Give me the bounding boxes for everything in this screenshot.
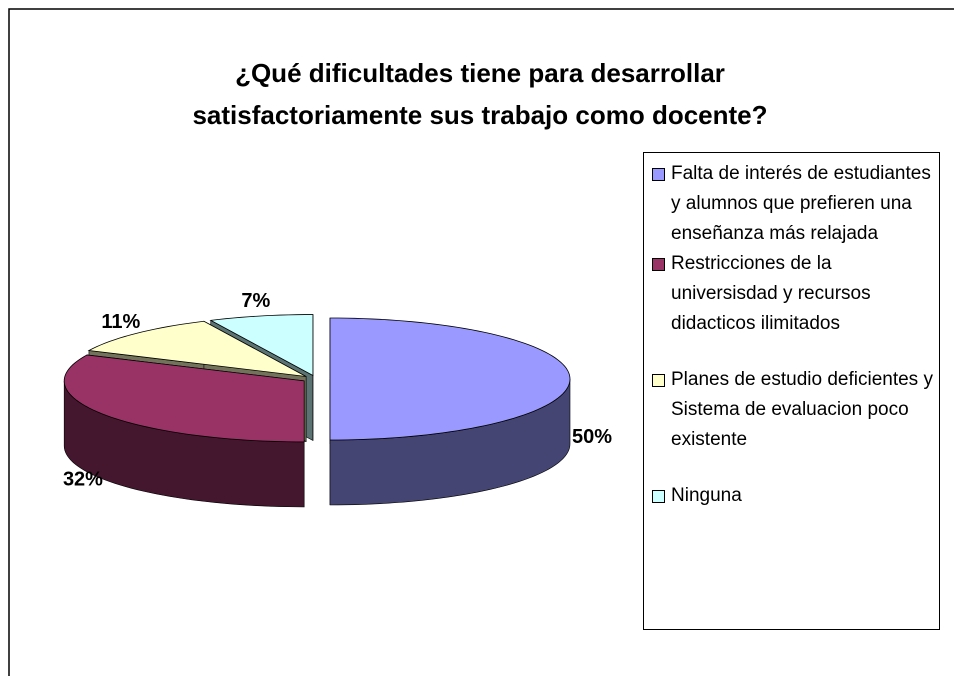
chart-title: ¿Qué dificultades tiene para desarrollar… [192,58,768,130]
legend-item: Ninguna [652,481,935,511]
legend-swatch [652,490,665,503]
data-label: 7% [241,290,270,312]
legend-item: Falta de interés de estudiantes y alumno… [652,159,935,249]
legend-swatch [652,258,665,271]
slice [63,354,305,443]
data-label: 11% [101,311,140,333]
legend-label: Restricciones de la universisdad y recur… [671,253,871,334]
data-label: 50% [572,426,612,448]
chart-border [8,8,954,676]
legend-swatch [652,168,665,181]
legend: Falta de interés de estudiantes y alumno… [643,152,940,630]
data-label: 32% [63,468,103,490]
legend-item: Restricciones de la universisdad y recur… [652,249,935,339]
slice [329,317,571,441]
legend-item: Planes de estudio deficientes y Sistema … [652,365,935,455]
legend-swatch [652,374,665,387]
legend-label: Planes de estudio deficientes y Sistema … [671,369,933,450]
slice [87,320,307,377]
legend-label: Falta de interés de estudiantes y alumno… [671,163,931,244]
legend-label: Ninguna [671,485,742,506]
slice [209,314,314,377]
